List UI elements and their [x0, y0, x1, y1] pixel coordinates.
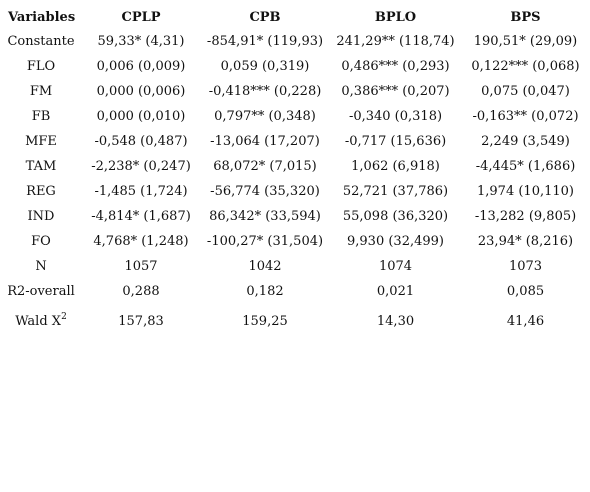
- cell-bplo: 0,386*** (0,207): [341, 84, 450, 99]
- cell-cpb: 0,059 (0,319): [220, 59, 310, 74]
- row-label: MFE: [25, 134, 57, 149]
- cell-cpb: -13,064 (17,207): [210, 134, 320, 149]
- row-label-wald: Wald X2: [0, 304, 82, 336]
- cell-bplo: 0,486*** (0,293): [341, 59, 450, 74]
- cell-bplo: 9,930 (32,499): [347, 234, 444, 249]
- header-cpb: CPB: [249, 9, 281, 25]
- table-row: TAM -2,238* (0,247) 68,072* (7,015) 1,062 (…: [0, 154, 590, 179]
- cell-cpb: 0,182: [246, 284, 284, 299]
- header-cplp: CPLP: [121, 9, 161, 25]
- cell-cpb: -56,774 (35,320): [210, 184, 320, 199]
- cell-bplo: 241,29** (118,74): [336, 34, 455, 49]
- row-label: FM: [29, 84, 53, 99]
- table-row: MFE -0,548 (0,487) -13,064 (17,207) -0,717 …: [0, 129, 590, 154]
- cell-bps: -4,445* (1,686): [475, 159, 576, 174]
- cell-bplo: -0,717 (15,636): [344, 134, 447, 149]
- cell-cplp: 4,768* (1,248): [93, 234, 189, 249]
- cell-cpb: 0,797** (0,348): [214, 109, 316, 124]
- table-row: IND -4,814* (1,687) 86,342* (33,594) 55,098…: [0, 204, 590, 229]
- cell-cplp: 0,288: [122, 284, 160, 299]
- header-bplo: BPLO: [374, 9, 417, 25]
- cell-bps: -0,163** (0,072): [472, 109, 579, 124]
- results-table: Variables CPLP CPB BPLO BPS Constante 59,…: [0, 5, 590, 336]
- table-row: FLO 0,006 (0,009) 0,059 (0,319) 0,486*** (0…: [0, 54, 590, 79]
- table-row-wald: Wald X2 157,83 159,25 14,30 41,46: [0, 304, 590, 336]
- row-label: FLO: [26, 59, 56, 74]
- table-row: FM 0,000 (0,006) -0,418*** (0,228) 0,386***…: [0, 79, 590, 104]
- cell-cplp: 0,000 (0,006): [96, 84, 186, 99]
- cell-cplp: 1057: [124, 259, 158, 274]
- cell-bps: 2,249 (3,549): [481, 134, 570, 149]
- row-label: REG: [26, 184, 56, 199]
- cell-bps: 190,51* (29,09): [473, 34, 578, 49]
- row-label: R2-overall: [7, 284, 75, 299]
- row-label: FB: [31, 109, 51, 124]
- cell-cplp: 0,000 (0,010): [96, 109, 186, 124]
- cell-bps: 1073: [508, 259, 543, 274]
- wald-superscript: 2: [61, 312, 67, 322]
- wald-label-text: Wald X: [15, 314, 62, 329]
- row-label: FO: [31, 234, 51, 249]
- cell-bplo: 0,021: [376, 284, 415, 299]
- cell-cplp: -1,485 (1,724): [94, 184, 188, 199]
- cell-cpb: -854,91* (119,93): [206, 34, 324, 49]
- cell-cplp: -0,548 (0,487): [94, 134, 188, 149]
- table-row: N 1057 1042 1074 1073: [0, 254, 590, 279]
- cell-cpb: 68,072* (7,015): [213, 159, 317, 174]
- cell-bps: 0,122*** (0,068): [471, 59, 580, 74]
- cell-wald-bplo: 14,30: [376, 314, 415, 329]
- header-bps: BPS: [510, 9, 541, 25]
- cell-bplo: 1,062 (6,918): [351, 159, 440, 174]
- table-row: FB 0,000 (0,010) 0,797** (0,348) -0,340 (0,…: [0, 104, 590, 129]
- row-label: TAM: [25, 159, 57, 174]
- cell-bplo: 1074: [378, 259, 413, 274]
- table-row: Constante 59,33* (4,31) -854,91* (119,93) 2…: [0, 29, 590, 54]
- table-row: REG -1,485 (1,724) -56,774 (35,320) 52,721 …: [0, 179, 590, 204]
- cell-bplo: 52,721 (37,786): [342, 184, 449, 199]
- table-header: Variables CPLP CPB BPLO BPS: [0, 5, 590, 29]
- header-row: Variables CPLP CPB BPLO BPS: [0, 5, 590, 29]
- cell-cpb: -0,418*** (0,228): [208, 84, 322, 99]
- cell-cpb: 86,342* (33,594): [209, 209, 321, 224]
- cell-bps: 1,974 (10,110): [477, 184, 574, 199]
- cell-wald-bps: 41,46: [506, 314, 545, 329]
- cell-cpb: 1042: [248, 259, 282, 274]
- cell-bps: -13,282 (9,805): [474, 209, 577, 224]
- table-body: Constante 59,33* (4,31) -854,91* (119,93) 2…: [0, 29, 590, 336]
- header-variables: Variables: [8, 9, 76, 25]
- cell-cplp: -4,814* (1,687): [91, 209, 191, 224]
- cell-bplo: 55,098 (36,320): [342, 209, 449, 224]
- cell-cplp: 59,33* (4,31): [97, 34, 185, 49]
- cell-bps: 0,085: [506, 284, 545, 299]
- row-label: N: [35, 259, 47, 274]
- cell-bps: 23,94* (8,216): [477, 234, 574, 249]
- table-row: R2-overall 0,288 0,182 0,021 0,085: [0, 279, 590, 304]
- cell-cplp: 0,006 (0,009): [96, 59, 186, 74]
- cell-bps: 0,075 (0,047): [481, 84, 570, 99]
- row-label: Constante: [7, 34, 75, 49]
- cell-cpb: -100,27* (31,504): [206, 234, 324, 249]
- cell-wald-cpb: 159,25: [242, 314, 288, 329]
- cell-bplo: -0,340 (0,318): [348, 109, 443, 124]
- table-row: FO 4,768* (1,248) -100,27* (31,504) 9,930 (…: [0, 229, 590, 254]
- cell-wald-cplp: 157,83: [118, 314, 164, 329]
- cell-cplp: -2,238* (0,247): [91, 159, 191, 174]
- row-label: IND: [27, 209, 55, 224]
